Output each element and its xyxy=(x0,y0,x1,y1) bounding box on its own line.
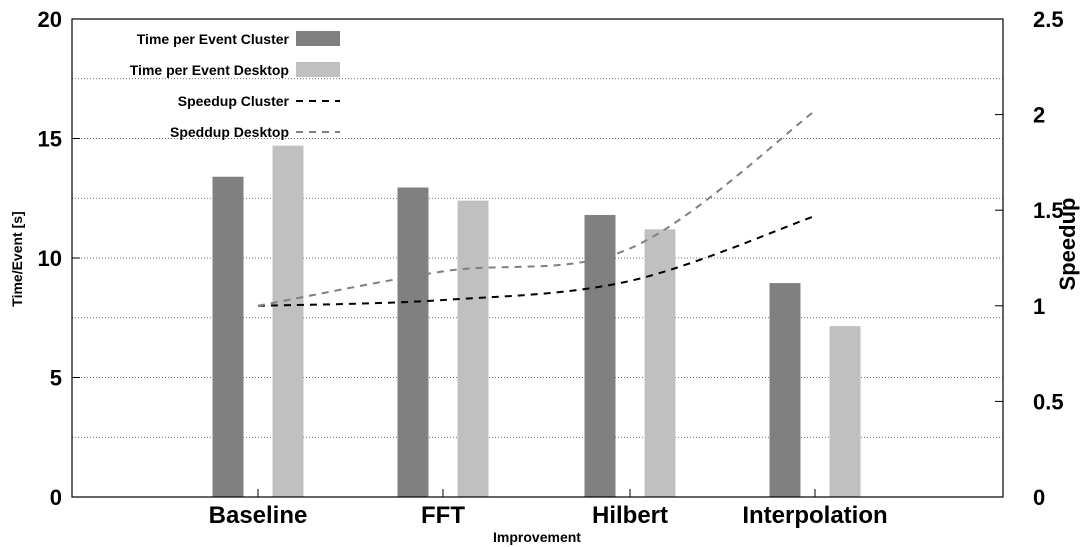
bar-desktop xyxy=(644,229,676,497)
y2-tick-label: 2 xyxy=(1033,103,1045,128)
line-speedup-cluster xyxy=(257,214,816,307)
bar-desktop xyxy=(272,145,304,498)
y2-tick-label: 0 xyxy=(1033,485,1045,510)
legend-layer: Time per Event Cluster Time per Event Des… xyxy=(130,31,340,140)
y2-tick-label: 2.5 xyxy=(1033,7,1064,32)
legend-swatch xyxy=(296,62,340,77)
y-tick-label: 10 xyxy=(38,246,62,271)
y2-tick-label: 1 xyxy=(1033,294,1045,319)
bar-desktop xyxy=(457,200,489,497)
bar-desktop xyxy=(829,326,861,497)
grid-layer xyxy=(72,78,1003,438)
y-tick-label: 15 xyxy=(38,127,62,152)
bar-cluster xyxy=(584,214,616,498)
y-tick-label: 5 xyxy=(50,366,62,391)
bar-cluster xyxy=(212,176,244,498)
line-speedup-desktop xyxy=(257,109,816,307)
legend-label: Speedup Cluster xyxy=(178,93,290,109)
legend-label: Time per Event Desktop xyxy=(130,62,289,78)
legend-label: Time per Event Cluster xyxy=(137,31,290,47)
lines-layer xyxy=(257,109,816,307)
y-tick-label: 20 xyxy=(38,7,62,32)
y2-tick-label: 1.5 xyxy=(1033,198,1064,223)
x-tick-label: Hilbert xyxy=(592,502,668,529)
axes-layer: 0 5 10 15 20 0 0.5 1 1.5 2 2.5 Baseline FFT Hilbert In… xyxy=(38,7,1064,529)
y2-axis-label: Speedup xyxy=(1055,198,1080,291)
y-axis-label: Time/Event [s] xyxy=(9,211,25,306)
bars-layer xyxy=(212,145,861,498)
x-axis-label: Improvement xyxy=(493,529,581,545)
x-tick-label: Baseline xyxy=(209,502,308,529)
y2-tick-label: 0.5 xyxy=(1033,389,1064,414)
legend-swatch xyxy=(296,31,340,46)
y-tick-label: 0 xyxy=(50,485,62,510)
bar-cluster xyxy=(769,283,801,497)
x-tick-label: Interpolation xyxy=(742,502,887,529)
x-tick-label: FFT xyxy=(421,502,465,529)
legend-label: Speddup Desktop xyxy=(170,124,289,140)
bar-cluster xyxy=(397,187,429,497)
